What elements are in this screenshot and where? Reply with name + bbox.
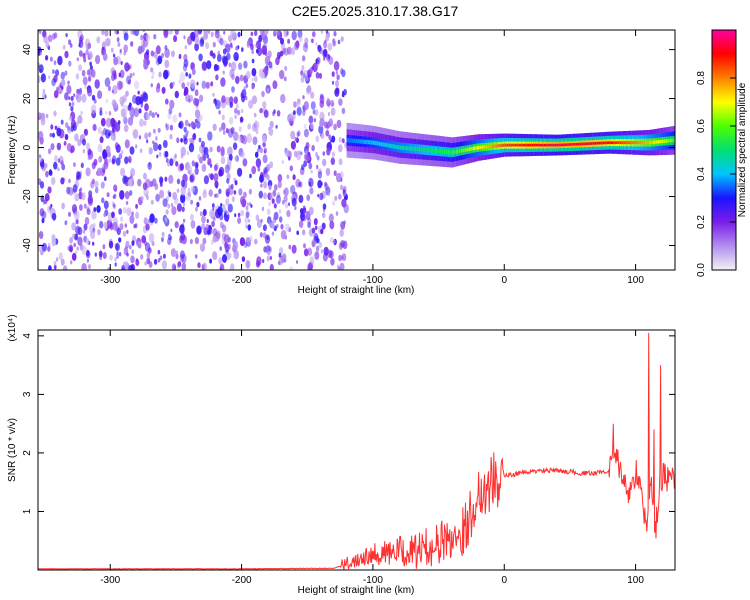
x-tick-label: 100 xyxy=(627,275,644,286)
x-tick-label: -300 xyxy=(100,575,120,586)
x-tick-label: -200 xyxy=(232,575,252,586)
x-axis-label-top: Height of straight line (km) xyxy=(298,285,415,296)
y-axis-label-bottom: SNR (10 * v/v) xyxy=(7,418,18,482)
x-tick-label: 0 xyxy=(501,275,507,286)
colorbar-label: Normalized spectral amplitude xyxy=(737,82,748,217)
y-axis-label-top: Frequency (Hz) xyxy=(7,116,18,185)
colorbar-tick-label: 0.6 xyxy=(696,119,707,133)
y-tick-label: 2 xyxy=(22,450,33,456)
colorbar: 0.0 0.2 0.4 0.6 0.8 Normalized spectral ampl… xyxy=(696,29,748,277)
colorbar-ticks: 0.0 0.2 0.4 0.6 0.8 xyxy=(696,71,736,277)
y-tick-label: 0 xyxy=(22,144,33,150)
plot-frame-bottom xyxy=(37,329,676,571)
colorbar-tick-label: 0.4 xyxy=(696,167,707,181)
chart-title: C2E5.2025.310.17.38.G17 xyxy=(292,3,459,19)
y-scale-label-bottom: (x10⁴) xyxy=(7,314,18,341)
x-tick-label: -100 xyxy=(363,575,383,586)
x-tick-label: -100 xyxy=(363,275,383,286)
y-tick-label: 20 xyxy=(22,93,33,105)
x-tick-label: 100 xyxy=(627,575,644,586)
signal-band xyxy=(346,122,675,168)
x-tick-label: 0 xyxy=(501,575,507,586)
colorbar-tick-label: 0.2 xyxy=(696,215,707,229)
x-axis-label-bottom: Height of straight line (km) xyxy=(298,585,415,596)
y-tick-label: 1 xyxy=(22,508,33,514)
colorbar-gradient xyxy=(711,29,737,271)
x-ticks-top: -300 -200 -100 0 100 xyxy=(100,30,644,286)
noise-region xyxy=(38,30,349,270)
colorbar-tick-label: 0.0 xyxy=(696,263,707,277)
y-tick-label: 40 xyxy=(22,44,33,56)
y-ticks-top: -40 -20 0 20 40 xyxy=(22,44,675,253)
y-tick-label: 3 xyxy=(22,391,33,397)
y-ticks-bottom: 1 2 3 4 xyxy=(22,333,675,514)
colorbar-tick-label: 0.8 xyxy=(696,71,707,85)
y-tick-label: -20 xyxy=(22,189,33,204)
plot-frame-top xyxy=(37,29,676,271)
snr-panel: -300 -200 -100 0 100 1 2 3 4 Height of straight… xyxy=(7,314,676,596)
y-tick-label: 4 xyxy=(22,333,33,339)
y-tick-label: -40 xyxy=(22,238,33,253)
x-tick-label: -200 xyxy=(232,275,252,286)
x-tick-label: -300 xyxy=(100,275,120,286)
x-ticks-bottom: -300 -200 -100 0 100 xyxy=(100,330,644,586)
snr-series-line xyxy=(38,332,675,570)
